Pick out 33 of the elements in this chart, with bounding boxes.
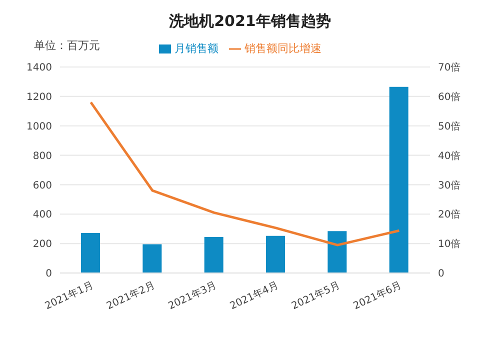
y-tick-label: 0 bbox=[46, 268, 52, 280]
y-tick-label: 600 bbox=[32, 180, 52, 192]
y-tick-label: 1200 bbox=[26, 92, 52, 103]
y-tick-label: 1000 bbox=[26, 121, 52, 132]
y2-tick-label: 40倍 bbox=[438, 150, 461, 162]
chart-title: 洗地机2021年销售趋势 bbox=[168, 11, 332, 31]
y2-tick-label: 60倍 bbox=[438, 90, 461, 103]
bar bbox=[389, 86, 408, 273]
y2-tick-label: 50倍 bbox=[438, 120, 461, 132]
x-tick-label: 2021年2月 bbox=[104, 279, 157, 312]
y-tick-label: 200 bbox=[32, 239, 52, 250]
y2-tick-label: 0 bbox=[438, 268, 444, 280]
x-tick-label: 2021年5月 bbox=[290, 279, 342, 312]
x-tick-label: 2021年4月 bbox=[228, 279, 280, 312]
bar bbox=[81, 232, 100, 273]
x-tick-label: 2021年3月 bbox=[166, 279, 218, 312]
y2-tick-label: 20倍 bbox=[438, 208, 461, 221]
y-tick-label: 1400 bbox=[26, 62, 52, 74]
y-axis-title: 单位：百万元 bbox=[34, 38, 100, 53]
legend-label: 销售额同比增速 bbox=[244, 42, 322, 55]
legend-label: 月销售额 bbox=[174, 42, 218, 55]
bar bbox=[204, 236, 224, 273]
y2-tick-label: 70倍 bbox=[438, 62, 461, 74]
line-series bbox=[90, 101, 400, 246]
bar bbox=[266, 236, 285, 273]
y2-tick-label: 10倍 bbox=[438, 238, 461, 250]
y2-tick-label: 30倍 bbox=[438, 179, 461, 192]
y-tick-label: 800 bbox=[32, 150, 52, 162]
bar bbox=[142, 244, 162, 273]
y-tick-label: 400 bbox=[32, 210, 52, 221]
bar bbox=[328, 231, 347, 273]
x-tick-label: 2021年6月 bbox=[351, 279, 404, 312]
x-tick-label: 2021年1月 bbox=[43, 279, 96, 312]
